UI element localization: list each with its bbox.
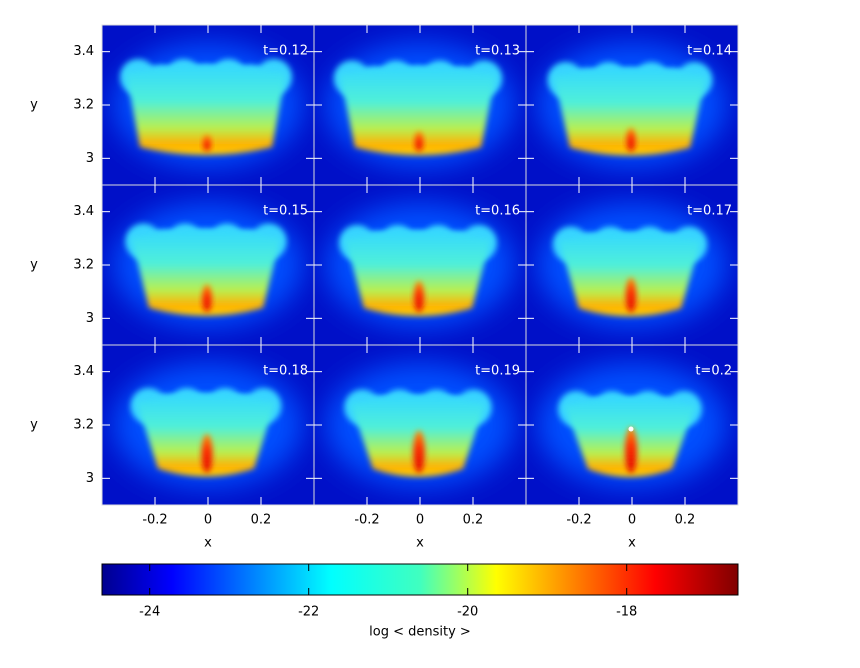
x-tick-label: -0.2	[142, 513, 167, 528]
x-tick-label: 0	[204, 513, 212, 528]
jet	[201, 434, 213, 473]
panel-label: t=0.19	[475, 364, 520, 379]
panel	[314, 25, 526, 185]
blob	[131, 229, 281, 316]
panel-label: t=0.15	[263, 204, 308, 219]
y-tick-label: 3.4	[73, 204, 94, 219]
jet	[625, 427, 637, 473]
blob	[558, 232, 702, 317]
x-tick-label: 0.2	[675, 513, 696, 528]
y-axis-label: y	[30, 258, 38, 273]
x-tick-label: 0	[416, 513, 424, 528]
x-tick-label: 0	[628, 513, 636, 528]
y-tick-label: 3.2	[73, 418, 94, 433]
jet	[414, 131, 424, 152]
panel-label: t=0.18	[263, 364, 308, 379]
jet	[202, 284, 212, 312]
y-tick-label: 3	[86, 311, 94, 326]
panel-label: t=0.13	[475, 44, 520, 59]
y-tick-label: 3	[86, 471, 94, 486]
colorbar	[101, 563, 739, 596]
y-tick-label: 3.2	[73, 98, 94, 113]
jet	[626, 128, 636, 152]
x-axis-label: x	[628, 536, 636, 551]
blob	[126, 65, 286, 155]
panel	[102, 185, 314, 345]
y-tick-label: 3.2	[73, 258, 94, 273]
panel-label: t=0.12	[263, 44, 308, 59]
colorbar-tick-label: -24	[139, 605, 160, 620]
y-axis-label: y	[30, 98, 38, 113]
x-axis-label: x	[204, 536, 212, 551]
x-tick-label: -0.2	[354, 513, 379, 528]
blob	[339, 66, 497, 156]
y-tick-label: 3	[86, 151, 94, 166]
x-tick-label: 0.2	[463, 513, 484, 528]
jet	[203, 135, 211, 151]
y-tick-label: 3.4	[73, 44, 94, 59]
x-axis-label: x	[416, 536, 424, 551]
panel-label: t=0.14	[687, 44, 732, 59]
panel	[526, 25, 738, 185]
colorbar-tick-label: -22	[298, 605, 319, 620]
panel	[102, 25, 314, 185]
blob	[553, 68, 707, 156]
panel	[102, 345, 314, 505]
blob	[345, 231, 491, 316]
y-tick-label: 3.4	[73, 364, 94, 379]
panel-label: t=0.2	[695, 364, 732, 379]
x-tick-label: -0.2	[566, 513, 591, 528]
jet-head	[628, 426, 634, 432]
y-axis-label: y	[30, 418, 38, 433]
panel	[314, 185, 526, 345]
colorbar-tick-label: -20	[457, 605, 478, 620]
panel	[526, 345, 738, 505]
colorbar-tick-label: -18	[616, 605, 637, 620]
panel-label: t=0.17	[687, 204, 732, 219]
panel-label: t=0.16	[475, 204, 520, 219]
panel	[314, 345, 526, 505]
jet	[414, 281, 424, 312]
jet	[413, 430, 425, 473]
x-tick-label: 0.2	[251, 513, 272, 528]
jet	[625, 277, 637, 313]
panel	[526, 185, 738, 345]
colorbar-label: log < density >	[369, 625, 471, 640]
